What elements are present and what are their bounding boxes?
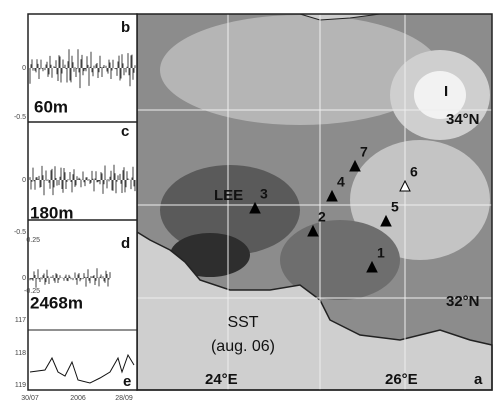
lon-label: 24°E <box>205 371 238 388</box>
panel-letter: d <box>121 235 130 252</box>
depth-label: 180m <box>30 203 73 222</box>
map: 1 2 3 4 5 6 7 LEE I 34°N 32°N 24°E 26°E SST (a… <box>137 14 492 390</box>
station-label: 4 <box>337 174 345 190</box>
y-tick-label: 0 <box>22 65 26 72</box>
lon-label: 26°E <box>385 371 418 388</box>
x-tick-label: 2006 <box>70 395 86 402</box>
y-tick-label: -0.25 <box>24 288 40 295</box>
y-tick-label: 117 <box>15 317 26 324</box>
station-label: 3 <box>260 186 268 202</box>
x-tick-label: 30/07 <box>21 395 39 402</box>
y-tick-label: 0 <box>22 275 26 282</box>
region-label: I <box>444 83 448 100</box>
y-tick-label: 0.25 <box>26 237 40 244</box>
panel-letter: a <box>474 371 483 388</box>
time-series-panels: b c d e 60m 180m 2468m 0 -0.5 0 -0.5 0.2… <box>14 14 137 402</box>
station-label: 6 <box>410 164 418 180</box>
station-label: 2 <box>318 209 326 225</box>
sst-label: SST <box>227 314 258 331</box>
station-label: 7 <box>360 144 368 160</box>
region-label: LEE <box>214 187 243 204</box>
panel-letter: e <box>123 373 131 390</box>
lat-label: 34°N <box>446 111 480 128</box>
y-tick-label: 118 <box>15 350 26 357</box>
y-tick-label: -0.5 <box>14 229 26 236</box>
station-label: 1 <box>377 245 385 261</box>
depth-label: 60m <box>34 97 68 116</box>
panel-letter: c <box>121 123 129 140</box>
y-tick-label: 0 <box>22 177 26 184</box>
x-tick-label: 28/09 <box>115 395 133 402</box>
y-tick-label: 119 <box>15 382 26 389</box>
sst-date: (aug. 06) <box>211 338 275 355</box>
y-tick-label: -0.5 <box>14 114 26 121</box>
station-label: 5 <box>391 199 399 215</box>
figure: 1 2 3 4 5 6 7 LEE I 34°N 32°N 24°E 26°E SST (a… <box>0 0 494 405</box>
depth-label: 2468m <box>30 293 83 312</box>
lat-label: 32°N <box>446 293 480 310</box>
panel-letter: b <box>121 19 130 36</box>
